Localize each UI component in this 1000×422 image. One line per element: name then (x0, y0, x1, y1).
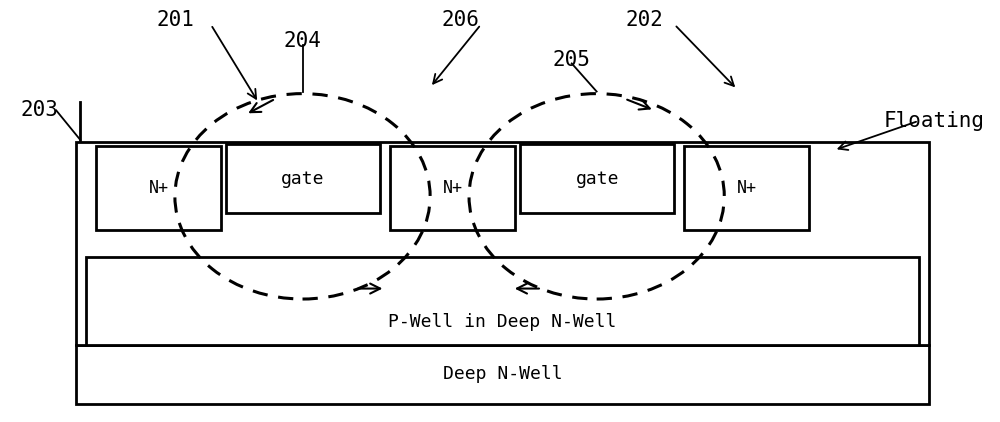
Text: gate: gate (281, 170, 325, 187)
Bar (684, 146, 809, 230)
Text: N+: N+ (443, 179, 463, 197)
Bar (96, 146, 221, 230)
Text: 206: 206 (441, 10, 479, 30)
Bar (390, 146, 515, 230)
Text: Floating: Floating (883, 111, 984, 131)
Text: Deep N-Well: Deep N-Well (443, 365, 562, 384)
Bar (76, 142, 929, 345)
Text: 203: 203 (20, 100, 58, 120)
Text: 204: 204 (284, 31, 321, 51)
Text: gate: gate (575, 170, 619, 187)
Bar (76, 345, 929, 404)
Text: P-Well in Deep N-Well: P-Well in Deep N-Well (388, 313, 617, 331)
Bar (520, 144, 674, 213)
Text: 201: 201 (157, 10, 195, 30)
Text: N+: N+ (737, 179, 757, 197)
Text: 202: 202 (626, 10, 663, 30)
Text: 205: 205 (553, 50, 591, 70)
Bar (86, 257, 919, 345)
Bar (226, 144, 380, 213)
Text: N+: N+ (148, 179, 168, 197)
